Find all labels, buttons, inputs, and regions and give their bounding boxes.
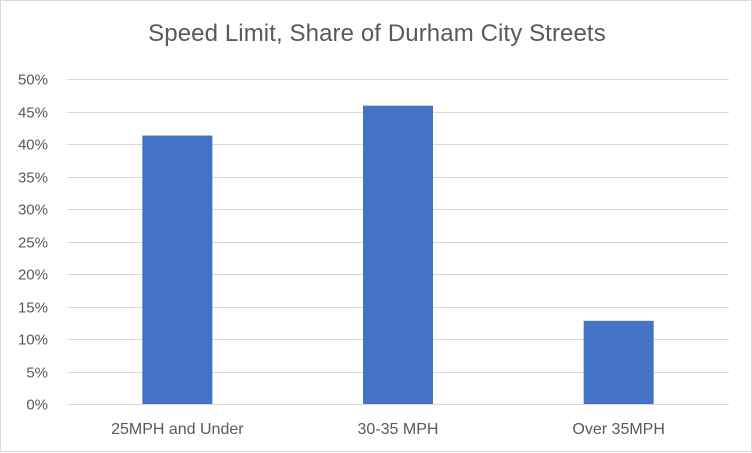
y-tick-label: 45%	[18, 105, 48, 122]
y-tick-label: 0%	[26, 397, 48, 414]
x-category-label: 25MPH and Under	[111, 421, 244, 438]
y-tick-label: 35%	[18, 170, 48, 187]
bar	[142, 135, 213, 405]
x-category-label: Over 35MPH	[572, 421, 664, 438]
chart-title: Speed Limit, Share of Durham City Street…	[148, 20, 606, 47]
bar	[583, 320, 654, 404]
y-tick-label: 10%	[18, 332, 48, 349]
y-tick-label: 30%	[18, 202, 48, 219]
bar	[363, 105, 433, 405]
y-tick-label: 50%	[18, 72, 48, 89]
x-category-label: 30-35 MPH	[358, 421, 439, 438]
y-tick-label: 40%	[18, 137, 48, 154]
y-tick-label: 20%	[18, 267, 48, 284]
y-tick-label: 5%	[26, 365, 48, 382]
y-tick-label: 15%	[18, 300, 48, 317]
y-tick-label: 25%	[18, 235, 48, 252]
